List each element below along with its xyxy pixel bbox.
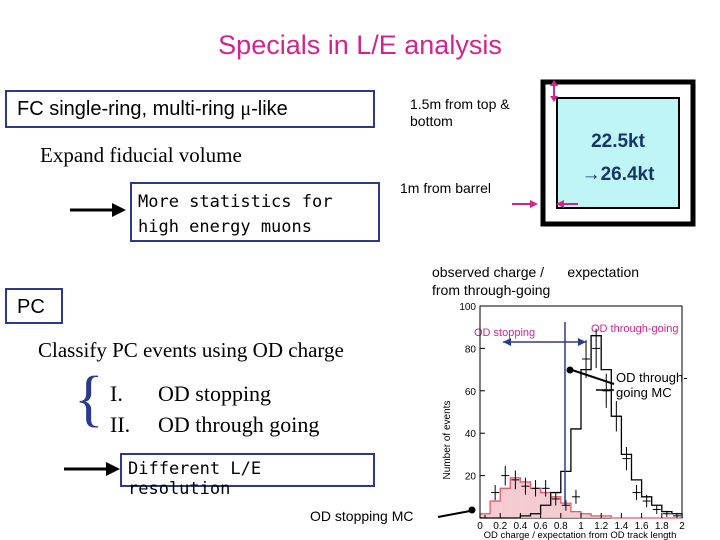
list-item: I. OD stopping (110, 381, 272, 406)
pc-label-box: PC (5, 288, 63, 324)
slide-title: Specials in L/E analysis (218, 30, 502, 60)
fc-heading: FC single-ring, multi-ring (17, 98, 241, 120)
detector-diagram (512, 79, 696, 227)
through-going-label: from through-going (432, 282, 551, 298)
volume-to: →26.4kt (581, 164, 655, 185)
x-tick-label: 1.4 (614, 521, 628, 532)
histogram-bar (591, 515, 602, 518)
histogram-bar (510, 477, 521, 518)
x-tick-label: 0.8 (554, 521, 568, 532)
histogram-bar (581, 513, 592, 518)
resolution-box: Different L/E resolution (120, 453, 375, 499)
right-arrow-icon (70, 203, 126, 217)
x-tick-label: 1.2 (594, 521, 608, 532)
histogram-bar (490, 501, 501, 518)
x-tick-label: 0.4 (513, 521, 527, 532)
x-tick-label: 1.8 (655, 521, 669, 532)
x-tick-label: 0.6 (534, 521, 548, 532)
x-tick-label: 2 (679, 521, 685, 532)
od-stopping-mc-label: OD stopping MC (310, 508, 414, 524)
histogram-bar (570, 511, 581, 518)
brace-icon: { (74, 365, 104, 433)
expand-fiducial-text: Expand fiducial volume (40, 143, 242, 167)
fc-heading-box: FC single-ring, multi-ring μ-like (5, 90, 375, 128)
x-tick-label: 1.6 (635, 521, 649, 532)
histogram-bar (500, 488, 511, 518)
y-tick-label: 100 (459, 302, 476, 313)
list-item: II. OD through going (110, 412, 320, 437)
histogram-series-line (480, 335, 683, 519)
histogram-bar (520, 481, 531, 518)
mu-symbol: μ (240, 98, 252, 120)
y-axis-label: Number of events (442, 401, 453, 480)
y-tick-label: 40 (465, 429, 477, 440)
classify-pc-text: Classify PC events using OD charge (38, 338, 344, 362)
x-tick-label: 0 (477, 521, 483, 532)
observed-charge-label: observed charge / expectation (432, 264, 640, 280)
inner-fiducial-volume (556, 97, 680, 209)
top-bottom-note: 1.5m from top & bottom (410, 96, 510, 129)
od-stopping-label: OD stopping (474, 327, 536, 339)
x-axis-label: OD charge / expectation from OD track le… (484, 530, 677, 540)
histogram-bar (550, 496, 561, 518)
od-charge-histogram: 0 0.2 0.4 0.6 0.8 1 1.2 1.4 1.6 1.8 2 20 40 60 80 100 N… (442, 302, 685, 540)
y-tick-label: 80 (465, 344, 477, 355)
y-tick-label: 20 (465, 472, 477, 483)
barrel-note: 1m from barrel (400, 180, 492, 196)
histogram-bar (530, 488, 541, 518)
pc-class-list: I. OD stopping II. OD through going (110, 378, 319, 440)
fc-heading-suffix: -like (251, 98, 288, 120)
y-tick-label: 60 (465, 387, 477, 398)
x-tick-label: 0.2 (493, 521, 507, 532)
more-statistics-box: More statistics for high energy muons (130, 182, 380, 242)
od-through-label: OD through-going (591, 323, 679, 335)
right-arrow-icon (64, 462, 120, 476)
volume-from: 22.5kt (591, 131, 645, 152)
histogram-series-line (479, 477, 682, 519)
od-through-mc-label: OD through-going MC (616, 370, 688, 400)
x-tick-label: 1 (578, 521, 584, 532)
histogram-bar (601, 515, 612, 518)
